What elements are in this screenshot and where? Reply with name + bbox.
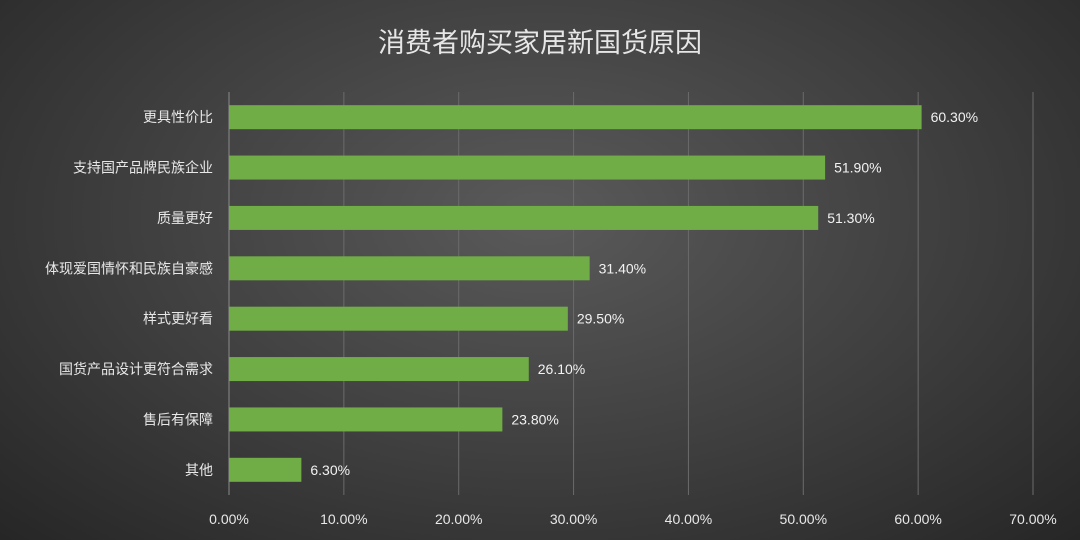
category-label: 支持国产品牌民族企业 [73, 160, 213, 177]
bar [229, 357, 529, 382]
data-label: 29.50% [577, 311, 624, 327]
data-label: 51.90% [834, 160, 881, 176]
x-tick-label: 10.00% [320, 511, 367, 527]
x-tick-label: 30.00% [550, 511, 597, 527]
x-tick-label: 20.00% [435, 511, 482, 527]
category-label: 样式更好看 [143, 312, 213, 328]
x-tick-label: 70.00% [1009, 511, 1056, 527]
x-axis-ticks: 0.00% 10.00% 20.00% 30.00% 40.00% 50.00% 60.00… [209, 511, 1057, 527]
chart-title: 消费者购买家居新国货原因 [378, 28, 702, 59]
x-tick-label: 50.00% [780, 511, 827, 527]
bar [229, 205, 819, 230]
category-label: 更具性价比 [143, 110, 213, 126]
bar [229, 407, 503, 432]
category-label: 其他 [185, 463, 213, 479]
data-label: 26.10% [538, 361, 585, 377]
bar [229, 105, 922, 130]
grid-lines [228, 92, 1034, 495]
data-label: 31.40% [599, 260, 646, 276]
bar [229, 155, 826, 180]
category-label: 体现爱国情怀和民族自豪感 [45, 260, 213, 277]
data-labels: 60.30% 51.90% 51.30% 31.40% 29.50% 26.10% 23.8… [310, 109, 978, 478]
bar [229, 306, 568, 331]
data-label: 51.30% [827, 210, 874, 226]
x-tick-label: 60.00% [894, 511, 941, 527]
category-labels: 更具性价比支持国产品牌民族企业质量更好体现爱国情怀和民族自豪感样式更好看国货产品… [45, 110, 213, 479]
bar [229, 256, 590, 281]
data-label: 23.80% [511, 411, 558, 427]
bar [229, 457, 302, 482]
category-label: 售后有保障 [143, 412, 213, 428]
data-label: 60.30% [931, 109, 978, 125]
x-tick-label: 40.00% [665, 511, 712, 527]
bars [229, 105, 922, 482]
category-label: 国货产品设计更符合需求 [59, 361, 213, 378]
category-label: 质量更好 [157, 211, 213, 227]
x-tick-label: 0.00% [209, 511, 249, 527]
data-label: 6.30% [310, 462, 350, 478]
